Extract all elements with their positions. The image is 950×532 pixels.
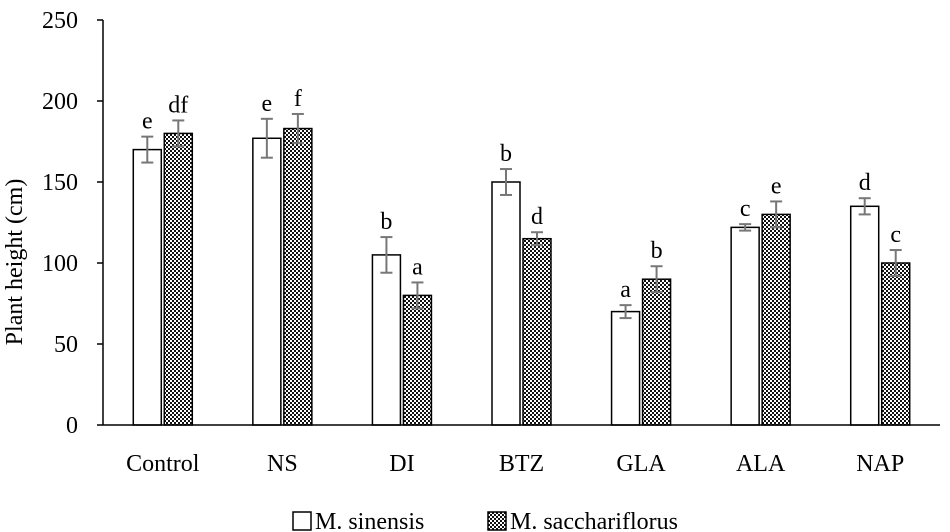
significance-label-s1-2: a: [412, 254, 423, 280]
bar-s0-2: [371, 254, 402, 426]
bar-s1-6: [880, 262, 911, 426]
significance-label-s0-6: d: [859, 170, 871, 196]
category-label-2: DI: [389, 451, 414, 477]
bar-s1-0: [163, 132, 194, 426]
y-tick-label-1: 50: [54, 332, 78, 358]
significance-label-s0-0: e: [142, 109, 153, 135]
significance-label-s1-1: f: [294, 86, 302, 112]
significance-label-s0-5: c: [740, 196, 751, 222]
bar-s0-4: [610, 310, 641, 426]
bar-s1-4: [641, 278, 672, 426]
legend-swatch-m-sinensis: [292, 511, 312, 531]
category-label-3: BTZ: [499, 451, 544, 477]
significance-label-s1-0: df: [168, 92, 188, 118]
bar-s0-3: [491, 181, 521, 426]
category-label-5: ALA: [736, 451, 786, 477]
significance-label-s1-6: c: [890, 222, 901, 248]
bar-s0-1: [252, 137, 282, 426]
significance-label-s1-4: b: [651, 238, 663, 264]
y-tick-label-4: 200: [42, 89, 78, 115]
bar-s1-1: [283, 127, 313, 426]
category-label-6: NAP: [856, 451, 904, 477]
significance-label-s1-5: e: [771, 173, 782, 199]
y-tick-label-5: 250: [42, 8, 78, 34]
bar-s1-2: [402, 294, 433, 426]
significance-label-s0-4: a: [620, 277, 631, 303]
significance-label-s0-1: e: [262, 91, 273, 117]
significance-label-s0-3: b: [500, 141, 512, 167]
legend-label-m-sacchariflorus: M. sacchariflorus: [510, 509, 678, 532]
significance-label-s0-2: b: [380, 209, 392, 235]
category-label-0: Control: [126, 451, 200, 477]
bar-s1-5: [761, 213, 791, 426]
y-tick-label-2: 100: [42, 251, 78, 277]
y-tick-label-0: 0: [66, 413, 78, 439]
bar-s0-6: [849, 205, 880, 426]
legend-label-m-sinensis: M. sinensis: [315, 509, 424, 532]
legend: M. sinensis M. sacchariflorus: [292, 509, 678, 532]
y-axis-label: Plant height (cm): [2, 179, 28, 346]
category-label-1: NS: [267, 451, 298, 477]
y-axis-ticks: 0 50 100 150 200 250: [42, 8, 103, 439]
category-labels: Control NS DI BTZ GLA ALA NAP: [126, 451, 904, 477]
bar-s0-5: [730, 226, 760, 426]
category-label-4: GLA: [616, 451, 666, 477]
legend-swatch-m-sacchariflorus: [487, 511, 507, 531]
bar-s0-0: [132, 148, 163, 426]
significance-label-s1-3: d: [531, 204, 543, 230]
bar-s1-3: [522, 237, 552, 426]
y-tick-label-3: 150: [42, 170, 78, 196]
